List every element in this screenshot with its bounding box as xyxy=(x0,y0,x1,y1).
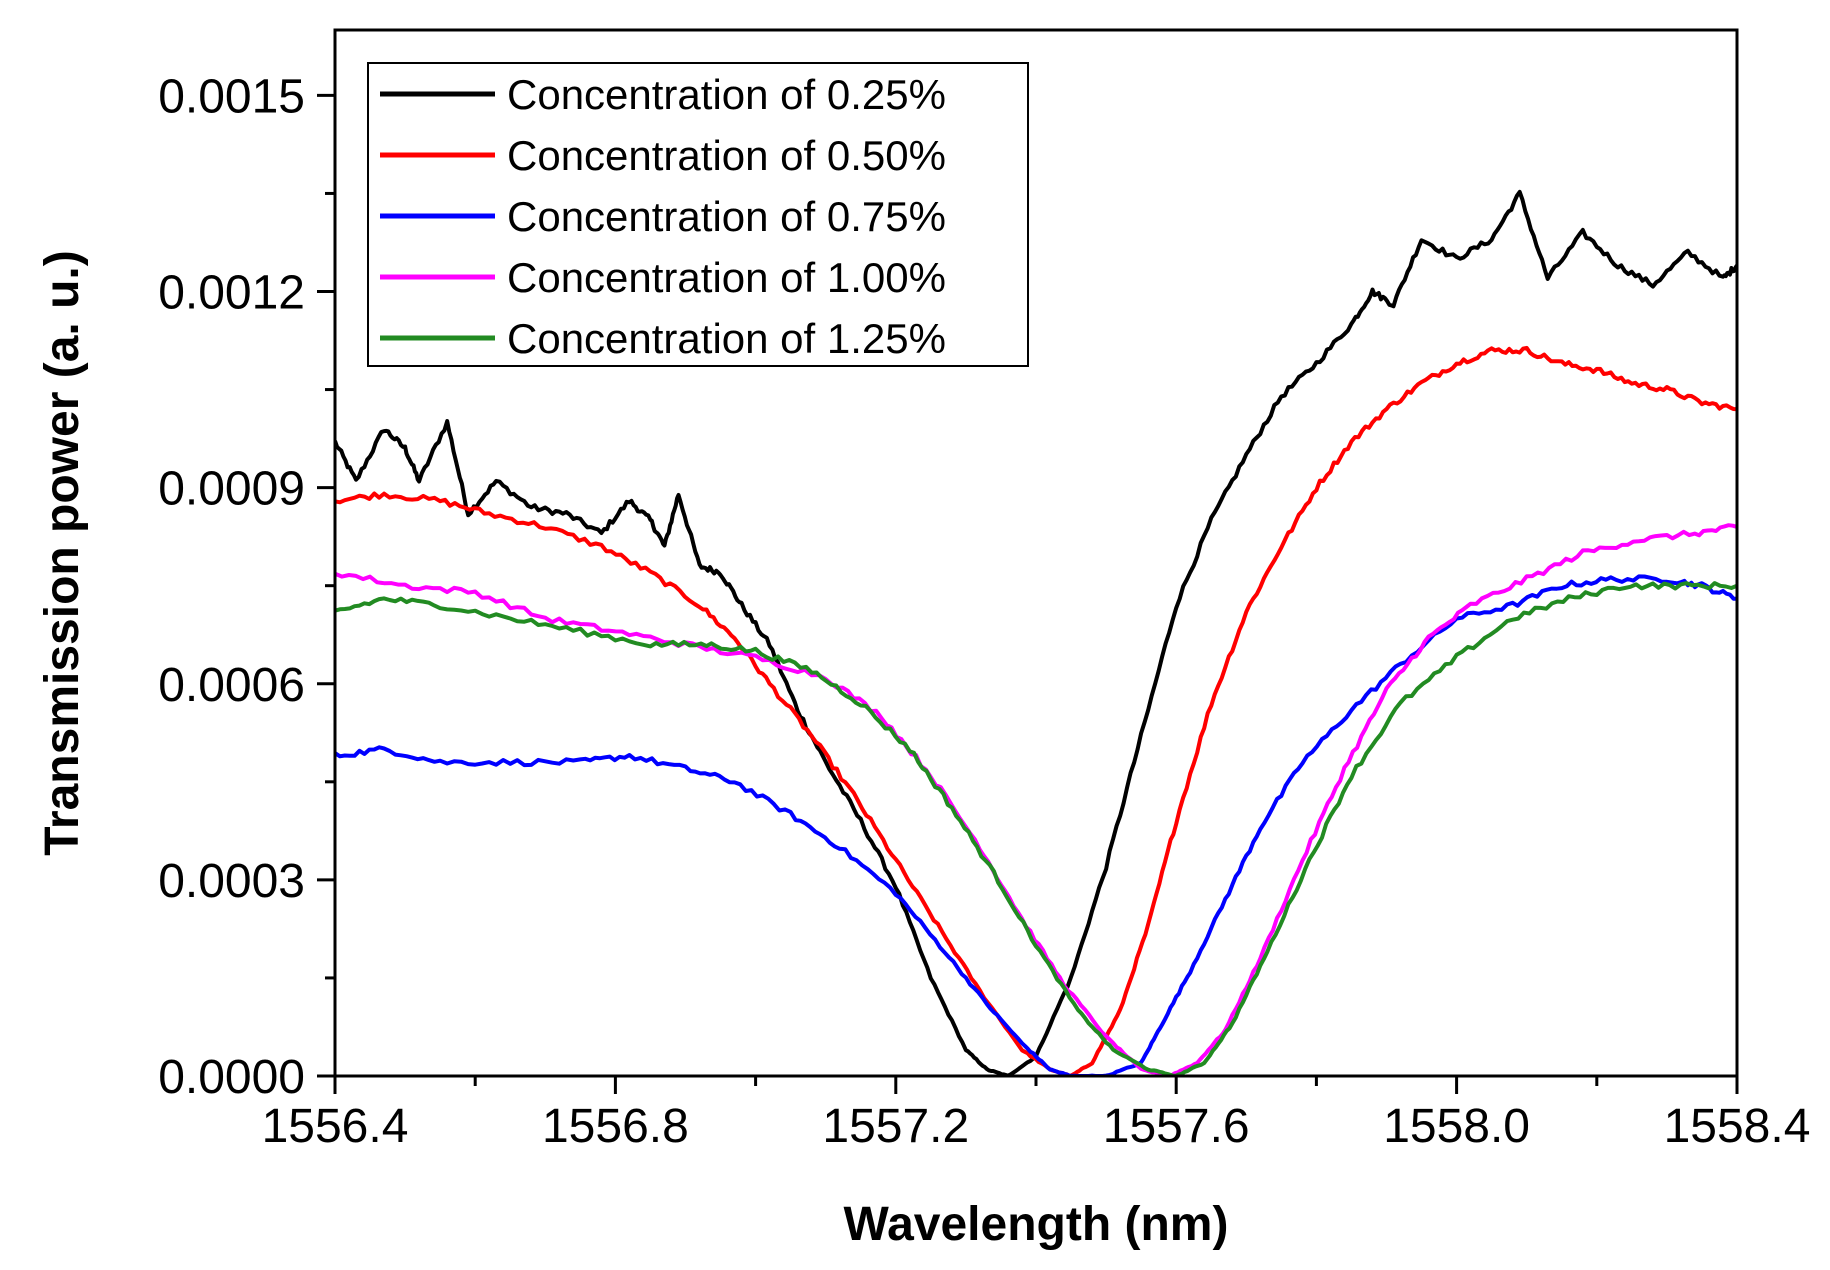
legend-label-3: Concentration of 0.75% xyxy=(507,193,946,240)
y-axis-title: Transmission power (a. u.) xyxy=(36,250,89,855)
y-tick-label: 0.0003 xyxy=(158,855,305,908)
series-line-3 xyxy=(335,574,1737,1076)
series-line-5 xyxy=(335,581,1737,1076)
series-line-4 xyxy=(335,523,1737,1076)
x-axis-title: Wavelength (nm) xyxy=(844,1198,1229,1251)
series-line-1 xyxy=(335,189,1737,1076)
legend: Concentration of 0.25% Concentration of 0… xyxy=(367,62,1029,367)
series-line-2 xyxy=(335,345,1737,1076)
y-tick-label: 0.0009 xyxy=(158,463,305,516)
y-axis: 0.0000 0.0003 0.0006 0.0009 0.0012 0.0015 xyxy=(158,70,335,1104)
legend-label-4: Concentration of 1.00% xyxy=(507,254,946,301)
legend-label-2: Concentration of 0.50% xyxy=(507,132,946,179)
x-tick-label: 1558.4 xyxy=(1664,1100,1811,1153)
y-tick-label: 0.0006 xyxy=(158,659,305,712)
x-tick-label: 1557.2 xyxy=(822,1100,969,1153)
series-layer xyxy=(335,189,1737,1076)
legend-label-1: Concentration of 0.25% xyxy=(507,71,946,118)
y-tick-label: 0.0015 xyxy=(158,70,305,123)
x-tick-label: 1558.0 xyxy=(1383,1100,1530,1153)
x-axis: 1556.4 1556.8 1557.2 1557.6 1558.0 1558.4 xyxy=(262,1076,1811,1153)
x-tick-label: 1557.6 xyxy=(1103,1100,1250,1153)
y-tick-label: 0.0000 xyxy=(158,1051,305,1104)
legend-label-5: Concentration of 1.25% xyxy=(507,315,946,362)
x-tick-label: 1556.8 xyxy=(542,1100,689,1153)
x-tick-label: 1556.4 xyxy=(262,1100,409,1153)
y-tick-label: 0.0012 xyxy=(158,267,305,320)
